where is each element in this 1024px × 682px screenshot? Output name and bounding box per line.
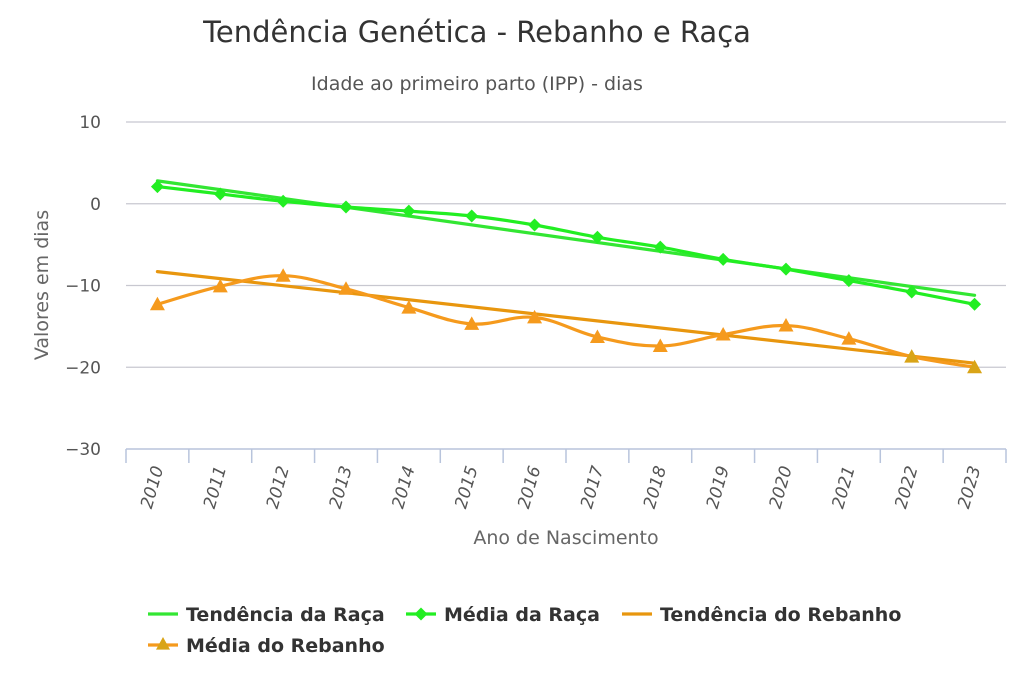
data-point-triangle[interactable] (778, 318, 794, 332)
data-point-diamond[interactable] (905, 285, 919, 299)
x-tick-label: 2015 (451, 464, 482, 511)
data-point-triangle[interactable] (212, 278, 228, 293)
data-point-diamond[interactable] (213, 187, 227, 201)
data-point-diamond[interactable] (779, 262, 793, 276)
legend-label: Tendência do Rebanho (660, 604, 901, 626)
legend-item[interactable]: Média da Raça (406, 604, 600, 626)
data-point-triangle[interactable] (967, 359, 983, 374)
x-tick-label: 2017 (577, 464, 608, 511)
series-line (155, 274, 977, 369)
legend-label: Média do Rebanho (186, 635, 385, 657)
y-tick-label: 10 (79, 113, 101, 133)
y-tick-label: 0 (90, 195, 101, 215)
series-group (149, 179, 983, 374)
x-tick-label: 2014 (389, 464, 420, 511)
series-tendencia-do-rebanho (155, 270, 977, 365)
y-gridlines (126, 121, 1006, 368)
chart-subtitle: Idade ao primeiro parto (IPP) - dias (311, 73, 643, 95)
data-point-triangle[interactable] (149, 296, 165, 311)
data-point-diamond[interactable] (339, 200, 353, 214)
x-tick-label: 2022 (891, 464, 922, 511)
y-tick-label: −20 (65, 358, 101, 378)
series-tendencia-da-raca (155, 179, 977, 297)
y-tick-labels: 10 0 −10 −20 −30 (65, 113, 101, 460)
series-line (155, 179, 977, 297)
x-tick-label: 2010 (137, 464, 168, 511)
y-tick-label: −10 (65, 277, 101, 297)
data-point-diamond[interactable] (590, 230, 604, 244)
data-point-diamond[interactable] (968, 297, 982, 311)
x-tick-label: 2013 (326, 464, 357, 511)
legend-item[interactable]: Média do Rebanho (148, 635, 385, 657)
y-axis-title: Valores em dias (31, 210, 53, 360)
data-point-triangle[interactable] (275, 268, 291, 282)
x-tick-label: 2018 (640, 464, 671, 511)
data-point-triangle[interactable] (401, 300, 417, 314)
data-point-triangle[interactable] (652, 338, 668, 352)
data-point-triangle[interactable] (589, 329, 605, 344)
x-tick-label: 2023 (954, 464, 985, 511)
data-point-diamond[interactable] (465, 209, 479, 223)
data-point-diamond[interactable] (842, 274, 856, 288)
data-point-triangle[interactable] (841, 331, 857, 345)
data-point-diamond[interactable] (276, 194, 290, 208)
y-tick-label: −30 (65, 440, 101, 460)
legend-label: Tendência da Raça (186, 604, 385, 626)
legend-item[interactable]: Tendência do Rebanho (622, 604, 901, 626)
data-point-diamond[interactable] (716, 252, 730, 266)
x-tick-labels: 2010 2011 2012 2013 2014 2015 2016 2017 2018 2019… (137, 464, 985, 511)
x-axis-title: Ano de Nascimento (473, 527, 658, 549)
legend-item[interactable]: Tendência da Raça (148, 604, 385, 626)
series-media-da-raca (150, 180, 982, 311)
series-media-do-rebanho (149, 268, 983, 374)
chart-title: Tendência Genética - Rebanho e Raça (202, 15, 751, 49)
legend-triangle-icon (156, 637, 170, 650)
data-point-triangle[interactable] (527, 309, 543, 324)
x-tick-label: 2021 (829, 464, 860, 511)
data-point-diamond[interactable] (150, 180, 164, 194)
data-point-triangle[interactable] (904, 349, 920, 363)
data-point-diamond[interactable] (528, 218, 542, 232)
x-tick-label: 2020 (766, 464, 797, 511)
x-tick-label: 2019 (703, 464, 734, 511)
data-point-diamond[interactable] (402, 204, 416, 218)
x-tick-label: 2012 (263, 464, 294, 511)
data-point-triangle[interactable] (464, 316, 480, 330)
data-point-triangle[interactable] (338, 281, 354, 295)
x-axis (125, 448, 1007, 463)
x-tick-label: 2016 (514, 464, 545, 511)
legend-label: Média da Raça (444, 604, 600, 626)
series-line (155, 270, 977, 365)
legend[interactable]: Tendência da Raça Média da Raça Tendência … (148, 604, 901, 657)
data-point-diamond[interactable] (653, 240, 667, 254)
legend-diamond-icon (414, 607, 428, 621)
data-point-triangle[interactable] (715, 327, 731, 341)
x-tick-label: 2011 (200, 464, 231, 511)
